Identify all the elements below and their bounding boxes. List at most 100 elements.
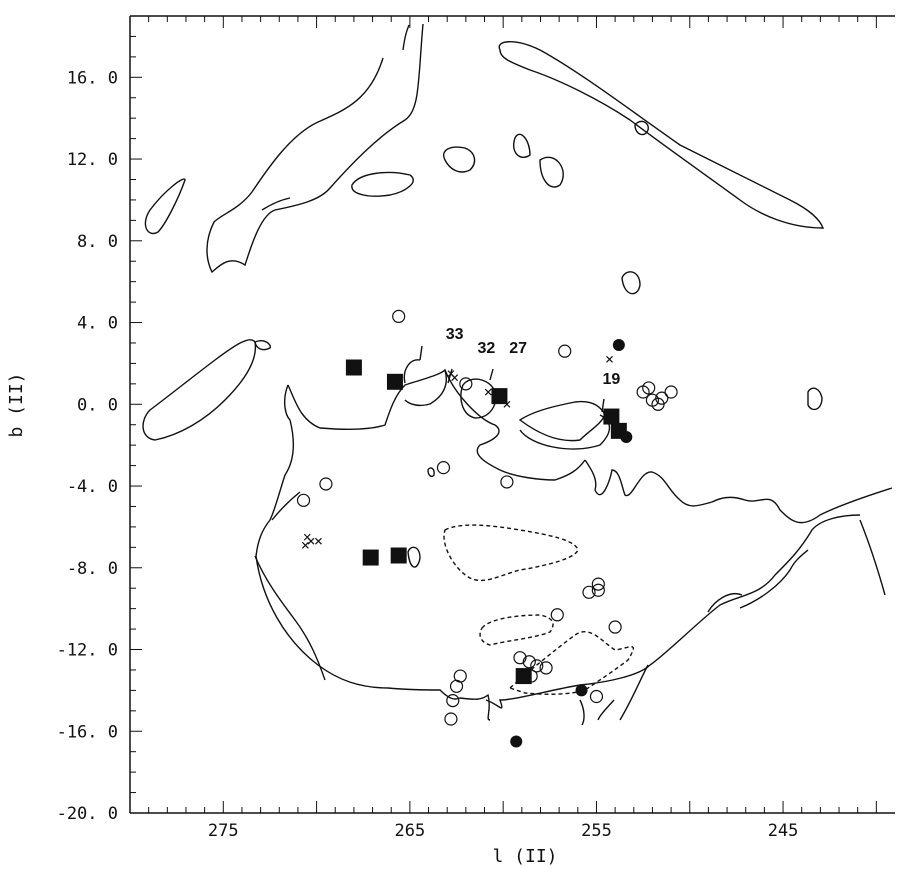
contour-line	[206, 23, 424, 274]
contour-line	[287, 368, 447, 430]
filled-circle-point	[510, 735, 523, 748]
y-tick-label: 16. 0	[67, 68, 118, 88]
contour-line	[460, 378, 497, 419]
open-circle-point	[589, 689, 604, 704]
contour-line	[513, 133, 531, 158]
contour-line	[518, 400, 606, 442]
x-tick-label: 265	[395, 821, 426, 841]
annotation-label: 27	[509, 340, 527, 357]
x-axis-title: l (II)	[492, 846, 557, 867]
contour-line	[407, 546, 421, 568]
leader-line	[447, 368, 453, 384]
cross-point	[301, 541, 309, 549]
filled-square-point	[386, 373, 403, 390]
y-tick-label: -4. 0	[67, 477, 118, 497]
filled-square-point	[390, 547, 407, 564]
contour-line	[621, 271, 641, 295]
contour-line	[498, 41, 825, 229]
filled-circle-point	[575, 684, 588, 697]
contour-line	[443, 146, 476, 173]
filled-circle-point	[612, 339, 625, 352]
filled-circle-point	[620, 430, 633, 443]
cross-point	[606, 355, 613, 363]
cross-point	[307, 537, 315, 545]
x-tick-label: 255	[581, 821, 612, 841]
open-circle-point	[446, 694, 460, 708]
contour-line	[254, 555, 326, 681]
y-tick-label: 8. 0	[77, 232, 118, 252]
annotations: 33 32 27 19	[446, 326, 621, 388]
open-circle-point	[449, 679, 464, 693]
contour-line	[619, 664, 649, 721]
hatched-region	[479, 614, 554, 646]
contour-line	[649, 514, 861, 666]
filled-square-point	[362, 549, 379, 566]
open-circle-point	[608, 620, 622, 634]
contour-line	[403, 359, 421, 384]
y-tick-label: 12. 0	[67, 150, 118, 170]
open-circle-point	[558, 344, 572, 358]
open-circle-point	[591, 577, 605, 591]
contour-line	[271, 491, 301, 521]
contour-line	[707, 593, 743, 613]
y-axis-title: b (II)	[6, 372, 27, 437]
cross-point	[484, 388, 492, 396]
cross-point	[315, 537, 322, 545]
open-circle-point	[524, 669, 538, 683]
contour-line	[539, 156, 564, 188]
open-circle-point	[500, 475, 514, 489]
annotation-label: 32	[477, 340, 495, 357]
contour-line	[584, 459, 893, 524]
open-circle-point	[550, 608, 564, 622]
y-tick-label: -16. 0	[57, 722, 118, 742]
contour-line	[739, 549, 809, 609]
y-tick-label: -8. 0	[67, 559, 118, 579]
contour-line	[144, 178, 186, 235]
y-tick-label: -20. 0	[57, 804, 118, 824]
contour-line	[254, 340, 272, 351]
contour-line	[859, 519, 886, 596]
open-circle-point	[642, 381, 656, 395]
contours	[142, 23, 893, 726]
ticks: 275 265 255 245 16. 0 12. 0 8. 0 4. 0 0. 0 -4. 0 -…	[57, 16, 877, 841]
contour-line	[634, 120, 649, 136]
cross-point	[503, 400, 511, 408]
contour-line	[351, 171, 414, 197]
contour-line	[444, 369, 586, 481]
open-circle-point	[513, 651, 527, 665]
open-circle-point	[459, 377, 473, 391]
annotation-label: 33	[446, 326, 464, 343]
hatched-region	[508, 631, 634, 695]
filled-square-point	[603, 408, 620, 425]
open-circle-point	[539, 661, 553, 675]
annotation-label: 19	[602, 371, 620, 388]
filled-square-point	[515, 668, 532, 685]
open-circle-point	[319, 477, 333, 491]
open-circle-point	[436, 461, 451, 475]
y-tick-label: 0. 0	[77, 395, 118, 415]
open-circle-point	[444, 712, 458, 726]
contour-line	[579, 699, 585, 726]
contour-line	[427, 467, 435, 478]
contour-line	[807, 387, 823, 411]
leader-line	[489, 368, 494, 381]
open-circle-point	[296, 493, 311, 507]
contour-line	[597, 699, 615, 721]
data-marks	[296, 309, 678, 748]
leader-line	[601, 398, 605, 413]
contour-line	[261, 197, 291, 211]
contour-line	[402, 24, 410, 51]
x-tick-label: 275	[208, 821, 239, 841]
contour-line	[142, 339, 257, 441]
contour-line	[255, 384, 651, 721]
open-circle-point	[591, 583, 605, 597]
open-circle-point	[655, 391, 669, 405]
y-tick-label: 4. 0	[77, 314, 118, 334]
filled-square-point	[345, 359, 362, 376]
open-circle-point	[522, 655, 536, 669]
contour-line	[519, 414, 611, 450]
open-circle-point	[392, 309, 406, 324]
cross-point	[451, 374, 459, 382]
hatched-region	[443, 524, 579, 582]
